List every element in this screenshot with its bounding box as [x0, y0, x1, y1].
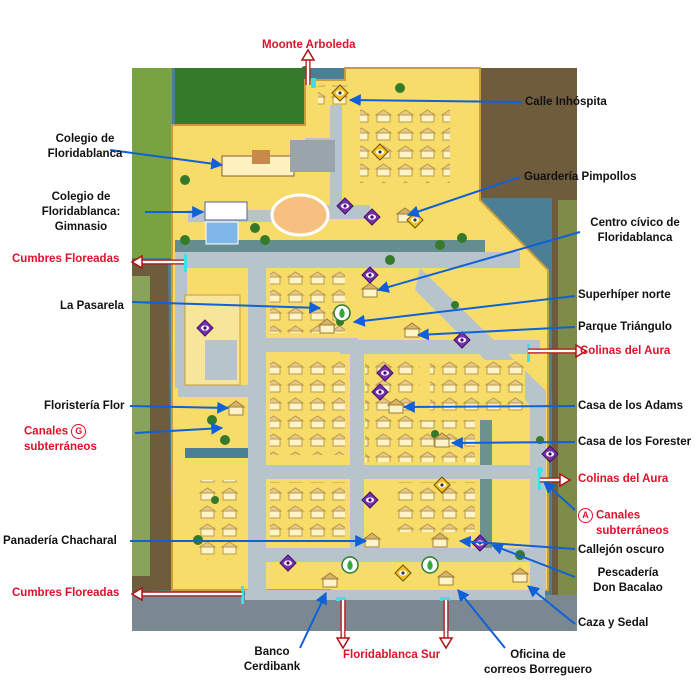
house-blocks: [195, 85, 525, 560]
running-track: [270, 193, 330, 237]
label-panaderia: Panadería Chacharal: [3, 535, 117, 547]
west-grass: [132, 68, 172, 258]
east-cliff-top: [480, 68, 577, 198]
exit-cumbres-floreadas-bottom: Cumbres Floreadas: [12, 587, 120, 599]
leader-lines: [109, 94, 581, 649]
label-floristeria: Floristería Flor: [44, 400, 125, 412]
label-oficina-correos: Oficina de correos Borreguero: [483, 649, 592, 676]
exit-floridablanca-sur: Floridablanca Sur: [343, 649, 441, 661]
label-pescaderia: Pescadería Don Bacalao: [593, 567, 663, 594]
exit-canales-a: A Canales subterráneos: [578, 508, 669, 539]
label-parque-triangulo: Parque Triángulo: [578, 321, 672, 333]
south-sea: [132, 595, 577, 631]
label-casa-forester: Casa de los Forester: [578, 436, 692, 448]
label-casa-adams: Casa de los Adams: [578, 400, 684, 412]
label-guarderia: Guardería Pimpollos: [524, 171, 637, 183]
exit-cumbres-floreadas-top: Cumbres Floreadas: [12, 253, 120, 265]
label-banco: Banco Cerdibank: [243, 646, 301, 673]
exit-colinas-del-aura-bottom: Colinas del Aura: [578, 473, 669, 485]
label-la-pasarela: La Pasarela: [60, 300, 124, 312]
exit-colinas-del-aura-top: Colinas del Aura: [580, 345, 671, 357]
letter-g-badge: G: [71, 424, 87, 439]
label-calle-inhospita: Calle Inhóspita: [525, 96, 607, 108]
north-forest: [175, 68, 305, 130]
exit-moonte-arboleda: Moonte Arboleda: [262, 39, 356, 51]
pool: [205, 221, 239, 245]
label-superhiper: Superhíper norte: [578, 289, 671, 301]
label-centro-civico: Centro cívico de Floridablanca: [590, 217, 680, 244]
label-gimnasio: Colegio de Floridablanca: Gimnasio: [41, 191, 121, 233]
label-caza-y-sedal: Caza y Sedal: [578, 617, 649, 629]
gym-building: [204, 201, 248, 221]
label-colegio: Colegio de Floridablanca: [47, 133, 123, 160]
roads: [175, 90, 546, 592]
letter-a-badge: A: [578, 508, 593, 523]
label-callejon-oscuro: Callejón oscuro: [578, 544, 665, 556]
